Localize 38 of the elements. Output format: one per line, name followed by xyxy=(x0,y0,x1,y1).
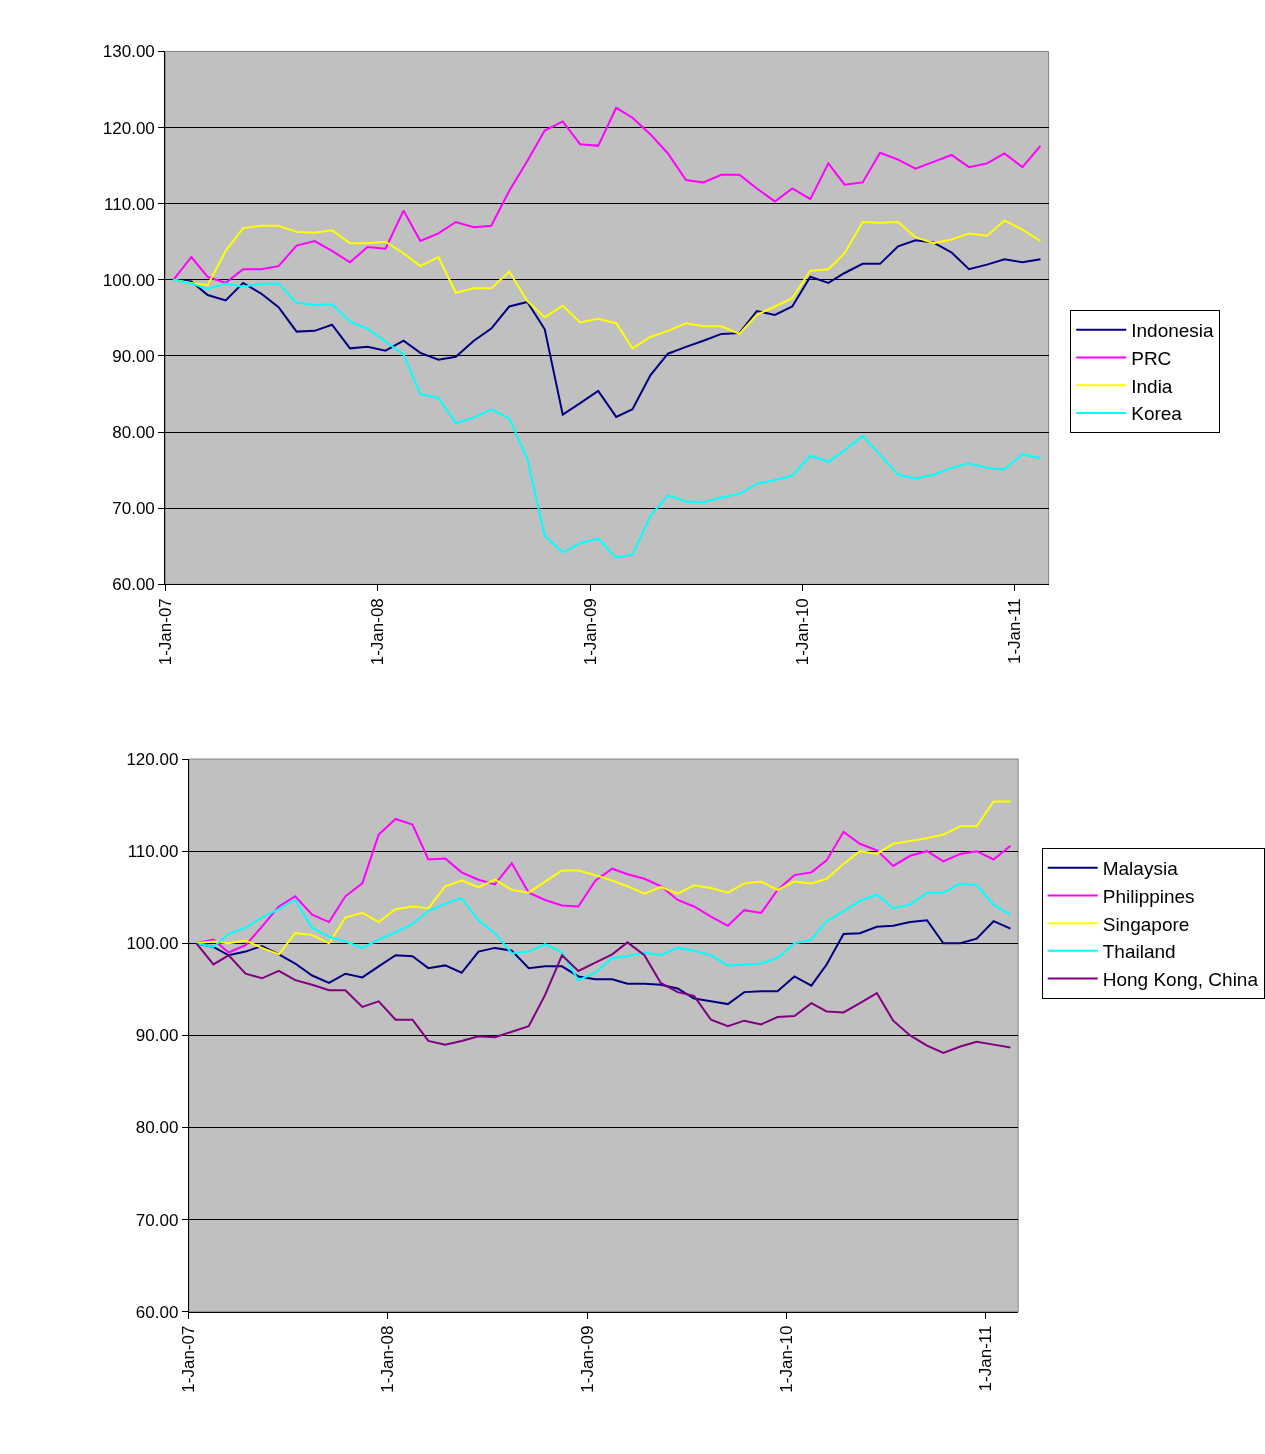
x-tick-label: 1-Jan-08 xyxy=(367,598,387,666)
legend-label: Indonesia xyxy=(1131,320,1215,342)
legend-label: Korea xyxy=(1131,403,1183,425)
y-tick-label: 120.00 xyxy=(102,118,155,138)
legend-label: Hong Kong, China xyxy=(1102,968,1259,990)
y-tick-label: 60.00 xyxy=(112,575,155,595)
x-tick-label: 1-Jan-10 xyxy=(777,1325,797,1393)
x-tick-label: 1-Jan-07 xyxy=(155,598,175,666)
legend-label: Singapore xyxy=(1102,913,1190,935)
y-tick-label: 70.00 xyxy=(112,499,155,519)
x-tick-label: 1-Jan-10 xyxy=(792,598,812,666)
x-tick-label: 1-Jan-08 xyxy=(378,1325,398,1393)
line-series xyxy=(172,278,1042,559)
x-tick-label: 1-Jan-11 xyxy=(976,1325,996,1392)
legend-label: PRC xyxy=(1131,347,1172,369)
y-tick-label: 90.00 xyxy=(112,346,155,366)
y-tick-label: 110.00 xyxy=(127,842,179,862)
y-tick-label: 70.00 xyxy=(135,1210,179,1230)
y-tick-label: 130.00 xyxy=(102,42,155,62)
x-tick-label: 1-Jan-11 xyxy=(1004,598,1024,665)
legend-label: Philippines xyxy=(1102,885,1195,907)
line-series xyxy=(195,941,1012,1054)
x-tick-label: 1-Jan-09 xyxy=(578,1325,598,1393)
legend-label: India xyxy=(1131,375,1173,397)
x-tick-label: 1-Jan-09 xyxy=(580,598,600,666)
y-tick-label: 80.00 xyxy=(135,1118,179,1138)
y-tick-label: 60.00 xyxy=(135,1302,179,1322)
legend-label: Malaysia xyxy=(1102,858,1179,880)
y-tick-label: 110.00 xyxy=(104,194,155,214)
x-tick-label: 1-Jan-07 xyxy=(179,1325,199,1393)
y-tick-label: 90.00 xyxy=(135,1026,179,1046)
y-tick-label: 120.00 xyxy=(126,750,179,770)
line-series xyxy=(195,882,1012,982)
y-tick-label: 100.00 xyxy=(102,270,155,290)
line-series xyxy=(172,106,1042,284)
y-tick-label: 100.00 xyxy=(126,934,179,954)
legend-label: Thailand xyxy=(1102,941,1176,963)
y-tick-label: 80.00 xyxy=(112,423,155,443)
